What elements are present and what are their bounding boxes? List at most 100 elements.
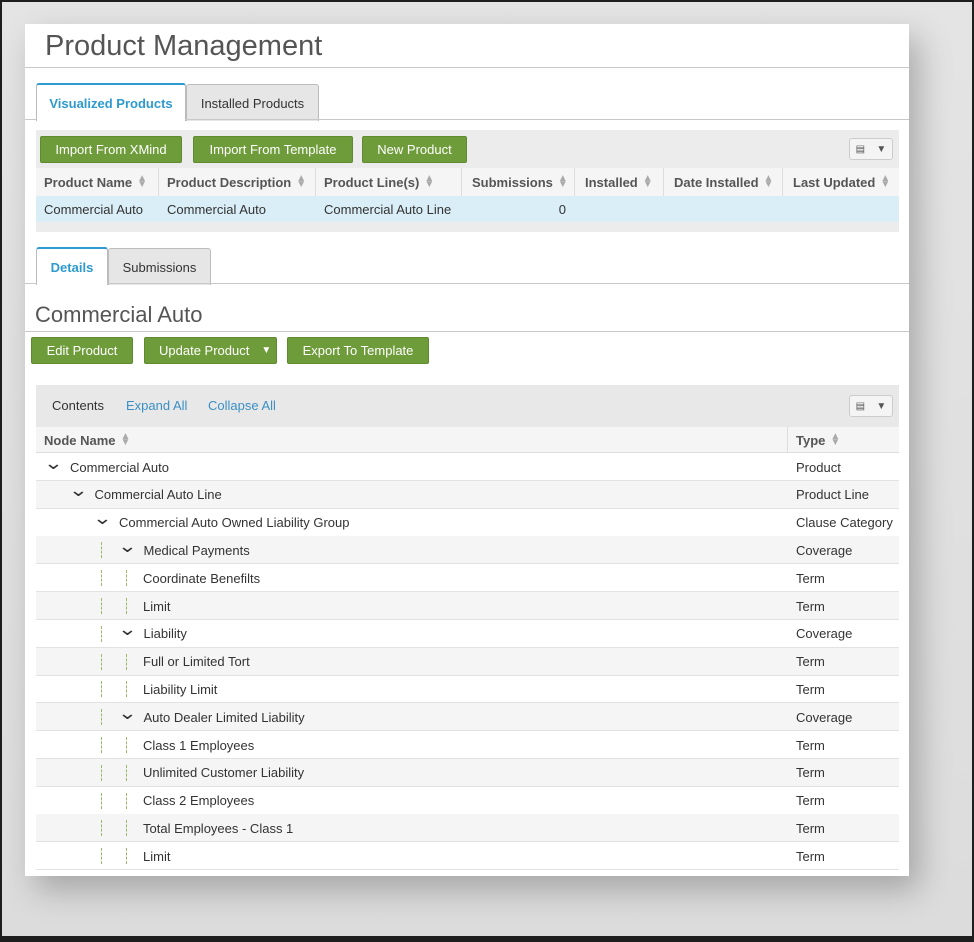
node-type: Coverage — [796, 709, 853, 725]
sort-icon: ▲ ▼ — [424, 173, 435, 190]
tree-row[interactable]: Class 1 Employees Term — [36, 731, 899, 759]
chevron-down-icon[interactable]: ⌄ — [43, 452, 64, 473]
tree-guide-line — [126, 764, 127, 781]
node-type: Term — [796, 681, 825, 697]
node-type: Term — [796, 654, 825, 670]
tab-submissions[interactable]: Submissions — [108, 248, 211, 285]
tree-guide-line — [126, 848, 127, 865]
tree-row[interactable]: Limit Term — [36, 842, 899, 871]
contents-tree: ⌄ Commercial Auto Product ⌄ Commercial Auto … — [36, 453, 899, 876]
node-type: Term — [796, 848, 825, 864]
tree-row[interactable]: ⌄ Auto Dealer Limited Liability Coverage — [36, 702, 899, 732]
column-header-date-installed[interactable]: Date Installed ▲ ▼ — [664, 168, 783, 196]
tree-guide-line — [101, 681, 102, 698]
node-name: Coordinate Benefilts — [143, 570, 261, 586]
tab-visualized-products[interactable]: Visualized Products — [36, 83, 186, 121]
update-product-button[interactable]: Update Product ▼ — [144, 337, 277, 364]
node-name: Unlimited Customer Liability — [143, 765, 305, 781]
node-name: Limit — [143, 848, 171, 864]
tree-guide-line — [101, 653, 102, 670]
export-to-template-button[interactable]: Export To Template — [287, 337, 429, 364]
column-header-product-lines[interactable]: Product Line(s) ▲ ▼ — [316, 168, 462, 196]
tree-guide-line — [101, 709, 102, 726]
column-header-last-updated[interactable]: Last Updated ▲ ▼ — [793, 173, 891, 190]
tree-guide-line — [126, 653, 127, 670]
tree-row[interactable]: Class 2 Employees Term — [36, 787, 899, 815]
column-chooser-button[interactable]: ▤ ▼ — [849, 395, 893, 417]
tree-row[interactable]: Limit Term — [36, 592, 899, 620]
tree-guide-line — [126, 570, 127, 587]
tree-guide-line — [126, 737, 127, 753]
tree-guide-line — [126, 820, 127, 837]
page-title: Product Management — [45, 30, 323, 62]
column-header-submissions[interactable]: Submissions ▲ ▼ — [462, 168, 575, 196]
column-header-node-name[interactable]: Node Name ▲ ▼ — [36, 427, 788, 453]
tree-row[interactable]: ⌄ Commercial Auto Line Product Line — [36, 480, 899, 509]
tab-details[interactable]: Details — [36, 247, 108, 285]
node-type: Term — [796, 598, 825, 614]
tree-guide-line — [101, 820, 102, 837]
sort-icon: ▲ ▼ — [830, 431, 841, 448]
products-grid: Import From XMind Import From Template N… — [36, 130, 899, 232]
column-header-type[interactable]: Type ▲ ▼ — [796, 431, 841, 448]
divider — [25, 67, 909, 68]
node-name: Limit — [143, 598, 171, 614]
expand-all-link[interactable]: Expand All — [126, 398, 188, 413]
column-header-product-description[interactable]: Product Description ▲ ▼ — [159, 168, 316, 196]
column-header-product-name[interactable]: Product Name ▲ ▼ — [36, 168, 159, 196]
tree-guide-line — [101, 570, 102, 587]
caret-down-icon: ▼ — [261, 345, 272, 356]
node-type: Term — [796, 737, 825, 753]
tree-guide-line — [101, 542, 102, 559]
tree-row[interactable]: ⌄ Medical Payments Coverage — [36, 535, 899, 565]
tree-guide-line — [101, 625, 102, 642]
collapse-all-link[interactable]: Collapse All — [208, 398, 276, 413]
node-type: Term — [796, 570, 825, 586]
tree-guide-line — [126, 681, 127, 698]
import-from-xmind-button[interactable]: Import From XMind — [40, 136, 182, 163]
node-name: Class 2 Employees — [143, 793, 255, 809]
column-chooser-button[interactable]: ▤ ▼ — [849, 138, 893, 160]
tree-row[interactable]: Total Employees - Class 1 Term — [36, 814, 899, 843]
sort-icon: ▲ ▼ — [296, 173, 307, 190]
tree-row[interactable]: Unlimited Customer Liability Term — [36, 758, 899, 787]
tree-row[interactable]: Full or Limited Tort Term — [36, 647, 899, 676]
tree-row[interactable]: ⌄ Commercial Auto Owned Liability Group Cl… — [36, 508, 899, 537]
tree-row[interactable]: ⌄ Liability Coverage — [36, 619, 899, 648]
node-type: Product Line — [796, 487, 869, 503]
product-row[interactable]: Commercial Auto Commercial Auto Commerci… — [36, 196, 899, 222]
tab-strip-line — [25, 119, 909, 120]
chevron-down-icon[interactable]: ⌄ — [68, 480, 88, 501]
contents-label: Contents — [52, 398, 105, 413]
tab-installed-products[interactable]: Installed Products — [186, 84, 319, 121]
sort-icon: ▲ ▼ — [557, 173, 568, 190]
import-from-template-button[interactable]: Import From Template — [193, 136, 353, 163]
node-type: Term — [796, 793, 825, 809]
sort-icon: ▲ ▼ — [642, 173, 653, 190]
column-header-installed[interactable]: Installed ▲ ▼ — [575, 168, 664, 196]
sort-icon: ▲ ▼ — [880, 173, 891, 190]
chevron-down-icon[interactable]: ⌄ — [117, 702, 137, 723]
node-name: Commercial Auto Line — [94, 487, 222, 503]
caret-down-icon: ▼ — [876, 143, 887, 155]
node-name: Medical Payments — [143, 542, 250, 558]
edit-product-button[interactable]: Edit Product — [31, 337, 133, 364]
node-name: Full or Limited Tort — [143, 654, 250, 670]
table-columns-icon: ▤ — [855, 143, 866, 155]
new-product-button[interactable]: New Product — [362, 136, 467, 163]
detail-heading: Commercial Auto — [35, 302, 203, 327]
table-columns-icon: ▤ — [855, 400, 866, 412]
tree-row[interactable]: ⌄ Commercial Auto Product — [36, 453, 899, 481]
caret-down-icon: ▼ — [876, 400, 887, 412]
products-header-row: Product Name ▲ ▼ Product Description ▲ ▼ Pro… — [36, 168, 899, 196]
node-name: Commercial Auto Owned Liability Group — [119, 515, 350, 531]
chevron-down-icon[interactable]: ⌄ — [117, 535, 137, 556]
chevron-down-icon[interactable]: ⌄ — [92, 508, 113, 529]
tree-row[interactable]: Coordinate Benefilts Term — [36, 564, 899, 593]
node-name: Commercial Auto — [70, 459, 169, 475]
contents-header-row: Node Name ▲ ▼ Type ▲ ▼ — [36, 427, 899, 453]
tree-row[interactable]: Liability Limit Term — [36, 675, 899, 704]
tree-guide-line — [101, 848, 102, 865]
chevron-down-icon[interactable]: ⌄ — [117, 619, 137, 640]
tree-guide-line — [126, 792, 127, 809]
